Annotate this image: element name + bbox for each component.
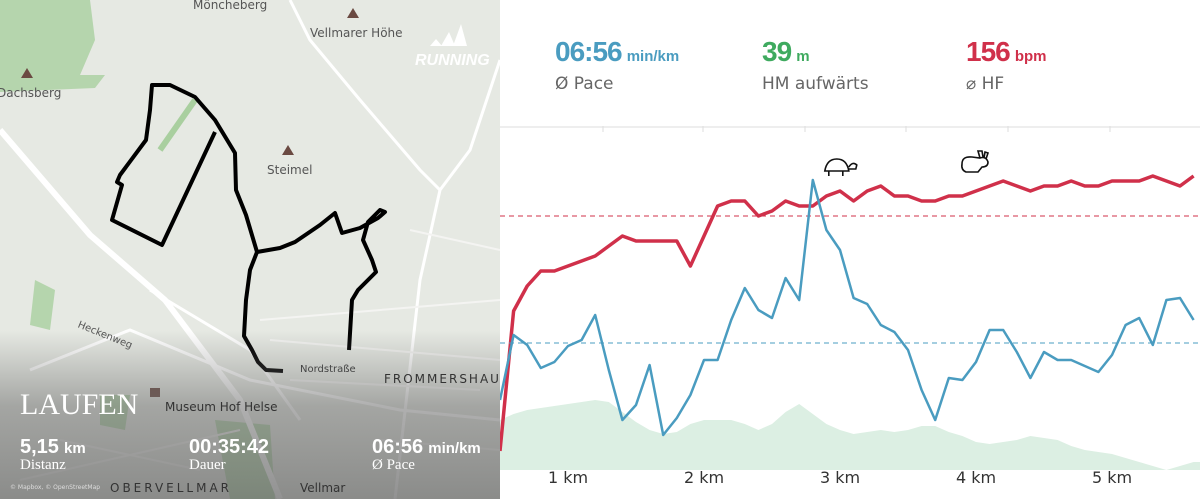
brand-label: RUNNING [415, 52, 490, 69]
map-label: Steimel [267, 163, 313, 177]
stat-duration: 00:35:42 Dauer [189, 436, 270, 473]
x-tick-label: 3 km [819, 468, 861, 487]
adidas-logo-icon [430, 24, 467, 46]
x-tick-label: 1 km [547, 468, 589, 487]
stat-distance: 5,15 km Distanz [20, 436, 86, 473]
adidas-running-logo: RUNNING [415, 22, 490, 70]
route-line-branch [256, 208, 387, 351]
peak-icon [21, 8, 359, 155]
kpi-pace: 06:56 min/km Ø Pace [555, 36, 680, 94]
pace-line [500, 178, 1195, 437]
rabbit-icon [961, 150, 990, 173]
activity-chart[interactable] [500, 0, 1200, 499]
x-tick-label: 5 km [1091, 468, 1133, 487]
map-label: Vellmar [300, 481, 346, 495]
route-map[interactable]: Möncheberg Vellmarer Höhe Dachsberg Stei… [0, 0, 500, 499]
heart_rate-line [500, 174, 1195, 452]
x-tick-label: 2 km [683, 468, 725, 487]
stat-pace: 06:56 min/km Ø Pace [372, 436, 481, 473]
kpi-elevation-gain: 39 m HM aufwärts [762, 36, 869, 94]
map-label: Nordstraße [300, 364, 356, 375]
map-label: Museum Hof Helse [165, 400, 278, 414]
map-attribution[interactable]: © Mapbox, © OpenStreetMap [10, 484, 101, 491]
x-axis-band [500, 470, 1200, 499]
elevation-area [500, 400, 1200, 470]
kpi-heart-rate: 156 bpm ⌀ HF [966, 36, 1047, 94]
stats-overlay [0, 330, 500, 499]
activity-details: 06:56 min/km Ø Pace 39 m HM aufwärts 156 b… [500, 0, 1200, 499]
divider [500, 126, 1200, 128]
activity-title: LAUFEN [20, 388, 139, 421]
x-tick-label: 4 km [955, 468, 997, 487]
map-label: OBERVELLMAR [110, 481, 233, 495]
map-label: Vellmarer Höhe [310, 26, 403, 40]
route-line [110, 83, 284, 373]
map-label: Dachsberg [0, 86, 62, 100]
map-label: FROMMERSHAU [384, 372, 500, 386]
turtle-icon [823, 158, 858, 176]
map-label: Möncheberg [193, 0, 268, 12]
